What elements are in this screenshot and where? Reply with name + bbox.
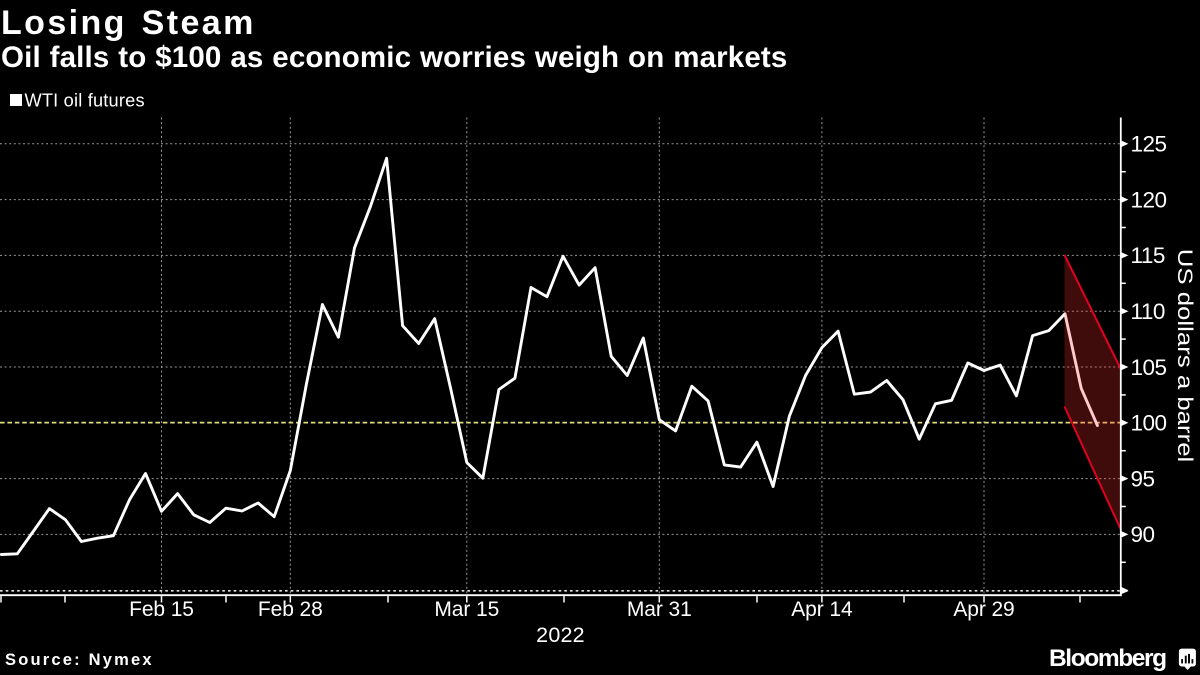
svg-text:2022: 2022	[536, 623, 585, 647]
svg-text:115: 115	[1131, 243, 1165, 268]
svg-text:Mar 31: Mar 31	[627, 598, 692, 621]
svg-text:95: 95	[1131, 466, 1155, 491]
svg-text:90: 90	[1131, 522, 1155, 547]
svg-text:100: 100	[1131, 411, 1167, 436]
svg-text:105: 105	[1131, 355, 1167, 380]
svg-text:Feb 15: Feb 15	[129, 598, 194, 621]
svg-text:120: 120	[1131, 187, 1167, 212]
svg-text:Feb 28: Feb 28	[258, 598, 323, 621]
svg-text:WTI oil futures: WTI oil futures	[25, 91, 145, 111]
svg-text:125: 125	[1131, 132, 1167, 157]
svg-text:Apr 14: Apr 14	[791, 598, 853, 621]
svg-text:Apr 29: Apr 29	[953, 598, 1014, 621]
svg-text:110: 110	[1131, 299, 1165, 324]
svg-text:US dollars a barrel: US dollars a barrel	[1173, 249, 1197, 463]
svg-text:Mar 15: Mar 15	[434, 598, 499, 621]
